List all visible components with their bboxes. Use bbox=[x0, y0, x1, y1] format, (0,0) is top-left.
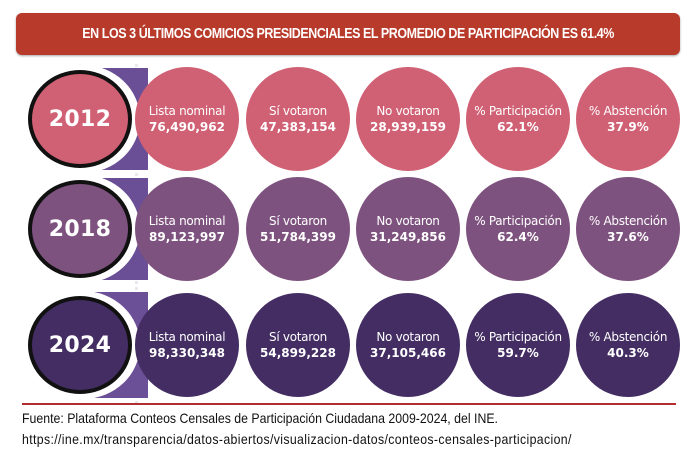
metric-label: % Abstención bbox=[588, 103, 668, 118]
year-circle: 2024 bbox=[28, 296, 132, 394]
metric-label: % Participación bbox=[474, 329, 562, 344]
metric-value: 89,123,997 bbox=[149, 229, 225, 244]
metric-value: 98,330,348 bbox=[149, 345, 225, 360]
metric-value: 62.1% bbox=[497, 119, 539, 134]
metric-abstencion: % Abstención 37.6% bbox=[576, 177, 680, 281]
metric-si-votaron: Sí votaron 54,899,228 bbox=[246, 293, 350, 397]
metric-value: 40.3% bbox=[607, 345, 649, 360]
metric-value: 37,105,466 bbox=[370, 345, 446, 360]
metric-value: 62.4% bbox=[497, 229, 539, 244]
metric-participacion: % Participación 59.7% bbox=[466, 293, 570, 397]
metric-no-votaron: No votaron 31,249,856 bbox=[356, 177, 460, 281]
metric-value: 54,899,228 bbox=[260, 345, 336, 360]
year-circle: 2012 bbox=[28, 70, 132, 168]
metric-abstencion: % Abstención 37.9% bbox=[576, 67, 680, 171]
metric-value: 51,784,399 bbox=[260, 229, 336, 244]
year-badge: 2018 bbox=[20, 175, 148, 283]
header-banner: EN LOS 3 ÚLTIMOS COMICIOS PRESIDENCIALES… bbox=[16, 13, 680, 55]
metric-participacion: % Participación 62.4% bbox=[466, 177, 570, 281]
metric-label: % Abstención bbox=[588, 329, 668, 344]
metric-label: % Abstención bbox=[588, 213, 668, 228]
source-footer: Fuente: Plataforma Conteos Censales de P… bbox=[22, 408, 692, 450]
year-row-2024: 2024 Lista nominal 98,330,348 Sí votaron… bbox=[0, 290, 700, 400]
header-title: EN LOS 3 ÚLTIMOS COMICIOS PRESIDENCIALES… bbox=[82, 26, 614, 42]
year-badge: 2012 bbox=[20, 65, 148, 173]
metric-si-votaron: Sí votaron 47,383,154 bbox=[246, 67, 350, 171]
metric-abstencion: % Abstención 40.3% bbox=[576, 293, 680, 397]
year-row-2012: 2012 Lista nominal 76,490,962 Sí votaron… bbox=[0, 65, 700, 173]
metric-lista-nominal: Lista nominal 76,490,962 bbox=[135, 67, 239, 171]
year-row-2018: 2018 Lista nominal 89,123,997 Sí votaron… bbox=[0, 175, 700, 283]
metric-value: 31,249,856 bbox=[370, 229, 446, 244]
year-label: 2018 bbox=[48, 216, 112, 242]
metric-label: % Participación bbox=[474, 103, 562, 118]
metric-value: 59.7% bbox=[497, 345, 539, 360]
metric-label: Sí votaron bbox=[269, 103, 327, 118]
metric-no-votaron: No votaron 28,939,159 bbox=[356, 67, 460, 171]
metric-label: Lista nominal bbox=[148, 103, 226, 118]
footer-divider bbox=[22, 403, 676, 405]
metric-label: Sí votaron bbox=[269, 213, 327, 228]
year-label: 2024 bbox=[48, 332, 112, 358]
metric-lista-nominal: Lista nominal 98,330,348 bbox=[135, 293, 239, 397]
metric-value: 47,383,154 bbox=[260, 119, 336, 134]
metric-value: 37.6% bbox=[607, 229, 649, 244]
metric-value: 37.9% bbox=[607, 119, 649, 134]
metric-label: Lista nominal bbox=[148, 329, 226, 344]
source-url: https://ine.mx/transparencia/datos-abier… bbox=[22, 431, 572, 447]
year-badge: 2024 bbox=[20, 290, 148, 400]
metric-no-votaron: No votaron 37,105,466 bbox=[356, 293, 460, 397]
year-label: 2012 bbox=[48, 106, 112, 132]
metric-label: % Participación bbox=[474, 213, 562, 228]
metric-lista-nominal: Lista nominal 89,123,997 bbox=[135, 177, 239, 281]
metric-label: Lista nominal bbox=[148, 213, 226, 228]
year-circle: 2018 bbox=[28, 180, 132, 278]
metric-value: 28,939,159 bbox=[370, 119, 446, 134]
metric-label: Sí votaron bbox=[269, 329, 327, 344]
metric-label: No votaron bbox=[376, 103, 440, 118]
source-text: Fuente: Plataforma Conteos Censales de P… bbox=[22, 410, 498, 426]
metric-label: No votaron bbox=[376, 213, 440, 228]
metric-label: No votaron bbox=[376, 329, 440, 344]
metric-participacion: % Participación 62.1% bbox=[466, 67, 570, 171]
metric-value: 76,490,962 bbox=[149, 119, 225, 134]
metric-si-votaron: Sí votaron 51,784,399 bbox=[246, 177, 350, 281]
